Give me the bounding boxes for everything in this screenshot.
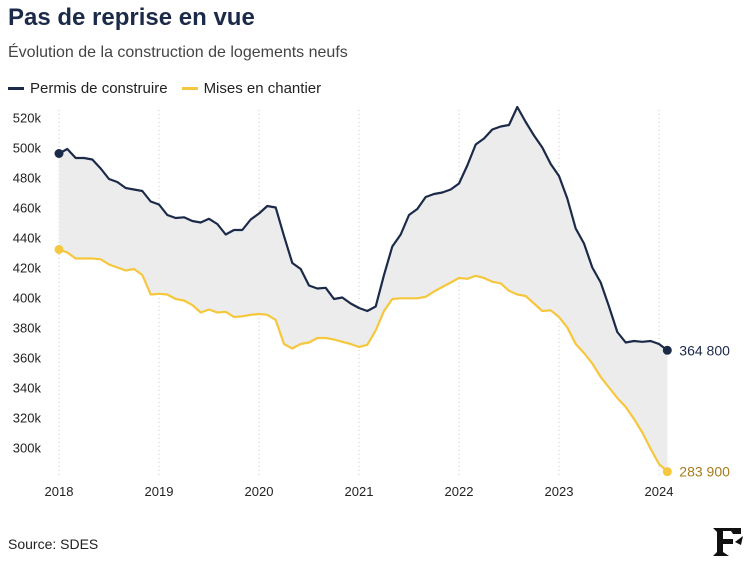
end-point-mises (662, 467, 672, 477)
legend-item-permis: Permis de construire (8, 80, 168, 97)
y-tick-label: 500k (13, 141, 42, 156)
y-tick-label: 520k (13, 111, 42, 126)
source-note: Source: SDES (8, 536, 99, 552)
legend-swatch-permis (8, 87, 24, 90)
legend-label-permis: Permis de construire (30, 80, 168, 97)
legend-swatch-mises (181, 87, 198, 90)
start-point-permis (54, 149, 64, 158)
x-tick-label: 2021 (345, 484, 374, 499)
series-line-permis (58, 105, 668, 352)
y-tick-label: 340k (13, 381, 42, 396)
legend: Permis de construire Mises en chantier (8, 80, 335, 97)
y-tick-label: 320k (13, 411, 42, 426)
end-value-label-mises: 283 900 (679, 464, 730, 480)
x-tick-label: 2018 (45, 484, 74, 499)
y-tick-label: 400k (13, 291, 42, 306)
chart-subtitle: Évolution de la construction de logement… (8, 44, 348, 61)
y-tick-label: 440k (13, 231, 42, 246)
x-tick-label: 2020 (245, 484, 274, 499)
x-tick-label: 2023 (545, 484, 574, 499)
x-tick-label: 2024 (645, 484, 674, 499)
y-tick-label: 380k (13, 321, 42, 336)
legend-item-mises: Mises en chantier (181, 80, 322, 97)
x-tick-label: 2019 (145, 484, 174, 499)
gap-area (59, 107, 668, 472)
y-tick-label: 420k (13, 261, 42, 276)
x-tick-label: 2022 (445, 484, 474, 499)
y-tick-label: 480k (13, 171, 42, 186)
series-line-mises (58, 248, 669, 473)
end-point-permis (662, 345, 672, 355)
y-tick-label: 360k (13, 351, 42, 366)
y-tick-label: 300k (13, 441, 42, 456)
legend-label-mises: Mises en chantier (203, 80, 322, 97)
end-value-label-permis: 364 800 (679, 342, 730, 358)
start-point-mises (54, 245, 64, 254)
chart-title: Pas de reprise en vue (8, 4, 255, 31)
le-figaro-logo (713, 528, 743, 556)
y-tick-label: 460k (13, 201, 42, 216)
